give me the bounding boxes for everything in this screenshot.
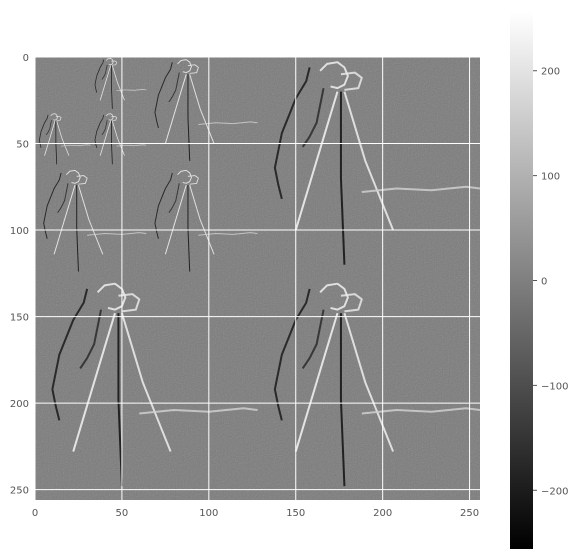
edge-stroke: [72, 312, 116, 452]
edge-stroke: [101, 64, 108, 80]
edge-stroke: [76, 185, 79, 272]
edge-stroke: [116, 144, 147, 147]
edge-stroke: [319, 282, 349, 311]
edge-stroke: [187, 185, 191, 272]
colorbar-tick-label: 0: [541, 277, 547, 288]
edge-stroke: [101, 120, 108, 136]
edge-responses: [38, 57, 480, 487]
edge-stroke: [120, 312, 172, 452]
edge-stroke: [118, 293, 141, 313]
y-tick-label: 100: [10, 226, 29, 237]
x-tick-label: 150: [286, 508, 305, 519]
edge-stroke: [154, 62, 173, 129]
x-tick-label: 0: [32, 508, 38, 519]
edge-stroke: [43, 172, 62, 239]
edge-stroke: [339, 313, 346, 487]
colorbar-tick-label: −200: [541, 486, 568, 497]
edge-stroke: [50, 113, 58, 121]
colorbar-tick-label: 200: [541, 67, 560, 78]
edge-stroke: [164, 74, 187, 144]
edge-stroke: [44, 120, 56, 156]
edge-stroke: [111, 121, 113, 165]
edge-stroke: [301, 309, 325, 370]
edge-stroke: [105, 113, 114, 121]
y-tick-label: 200: [10, 399, 29, 410]
x-tick-label: 100: [199, 508, 218, 519]
edge-stroke: [340, 293, 363, 313]
edge-stroke: [116, 89, 147, 92]
edge-stroke: [189, 74, 215, 144]
edge-stroke: [198, 121, 258, 125]
grid-lines: [34, 56, 480, 500]
edge-stroke: [187, 175, 199, 185]
edge-stroke: [111, 60, 118, 66]
colorbar: −200 −100 0 100 200: [510, 12, 568, 549]
edge-stroke: [361, 407, 480, 415]
edge-stroke: [177, 59, 192, 74]
edge-stroke: [38, 114, 49, 148]
x-tick-label: 250: [460, 508, 479, 519]
edge-stroke: [94, 59, 105, 93]
edge-stroke: [343, 312, 395, 452]
heatmap-image: [35, 57, 480, 500]
edge-stroke: [168, 183, 180, 214]
edge-stroke: [177, 169, 192, 184]
edge-stroke: [117, 313, 123, 487]
x-tick-label: 200: [373, 508, 392, 519]
x-tick-label: 50: [116, 508, 129, 519]
edge-stroke: [168, 72, 180, 103]
edge-stroke: [187, 74, 191, 161]
y-tick-label: 0: [23, 53, 29, 64]
edge-stroke: [294, 312, 339, 452]
edge-stroke: [111, 115, 118, 121]
edge-stroke: [319, 61, 349, 90]
colorbar-ticks: −200 −100 0 100 200: [533, 67, 568, 497]
edge-stroke: [340, 71, 363, 91]
y-tick-label: 150: [10, 313, 29, 324]
edge-stroke: [301, 87, 325, 148]
colorbar-tick-label: −100: [541, 381, 568, 392]
edge-stroke: [198, 232, 258, 236]
y-axis: 0 50 100 150 200 250: [10, 53, 29, 497]
edge-stroke: [187, 64, 199, 74]
edge-stroke: [99, 65, 111, 101]
edge-stroke: [273, 67, 311, 200]
edge-stroke: [65, 169, 81, 184]
edge-stroke: [339, 91, 346, 265]
edge-stroke: [273, 288, 311, 421]
edge-stroke: [361, 185, 480, 193]
edge-stroke: [164, 184, 187, 255]
edge-stroke: [105, 57, 114, 66]
edge-stroke: [294, 91, 339, 231]
y-tick-label: 50: [16, 140, 29, 151]
edge-stroke: [154, 172, 173, 239]
edge-stroke: [51, 288, 89, 421]
edge-stroke: [45, 120, 52, 136]
edge-stroke: [111, 65, 113, 109]
edge-stroke: [53, 184, 76, 255]
edge-stroke: [76, 175, 88, 185]
edge-stroke: [79, 309, 103, 370]
y-tick-label: 250: [10, 486, 29, 497]
x-axis: 0 50 100 150 200 250: [32, 508, 479, 519]
edge-stroke: [96, 282, 127, 311]
colorbar-tick-label: 100: [541, 172, 560, 183]
colorbar-gradient: [510, 12, 533, 549]
edge-stroke: [99, 120, 111, 156]
edge-stroke: [55, 115, 62, 121]
heatmap-texture: [35, 57, 480, 500]
edge-stroke: [55, 121, 58, 165]
edge-stroke: [61, 144, 91, 147]
edge-stroke: [77, 184, 104, 255]
edge-stroke: [189, 184, 215, 255]
edge-stroke: [57, 183, 69, 214]
edge-stroke: [343, 91, 395, 231]
edge-stroke: [56, 120, 70, 156]
edge-stroke: [94, 114, 105, 148]
